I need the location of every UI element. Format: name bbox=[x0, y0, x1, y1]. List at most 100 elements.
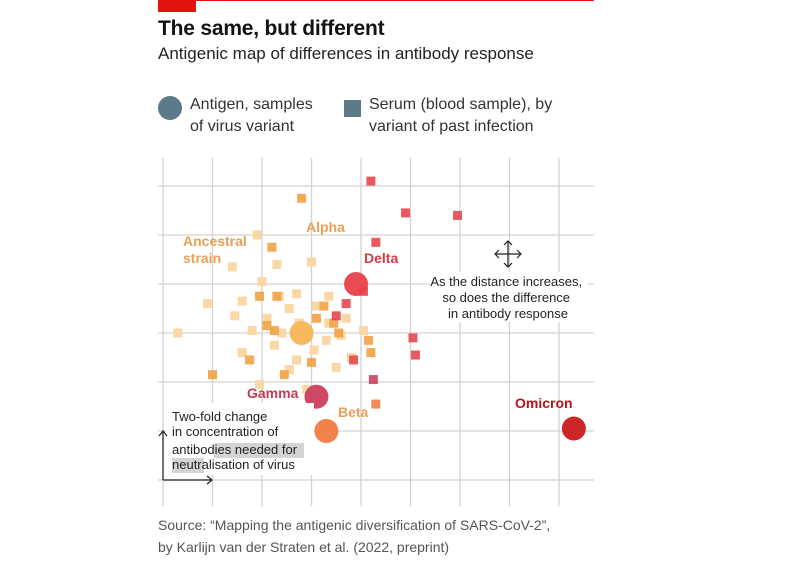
serum-markers bbox=[173, 176, 463, 475]
serum-square bbox=[366, 348, 376, 358]
gamma-label: Gamma bbox=[247, 385, 299, 401]
antigen-circle bbox=[304, 384, 329, 409]
annotation-labels: Ancestral strain Alpha Delta Gamma Beta … bbox=[183, 219, 573, 420]
scale-text-line2: in concentration of bbox=[172, 424, 279, 439]
serum-square bbox=[319, 301, 329, 311]
serum-square bbox=[255, 379, 265, 389]
serum-square bbox=[324, 291, 334, 301]
ancestral-label-line2: strain bbox=[183, 250, 221, 266]
serum-square bbox=[321, 335, 331, 345]
serum-square bbox=[341, 299, 351, 309]
serum-square bbox=[257, 277, 267, 287]
serum-square bbox=[302, 384, 312, 394]
legend-serum-square bbox=[344, 100, 361, 117]
serum-square bbox=[349, 355, 359, 365]
serum-square bbox=[247, 326, 257, 336]
serum-square bbox=[272, 259, 282, 269]
serum-square bbox=[292, 355, 302, 365]
serum-square bbox=[237, 296, 247, 306]
alpha-label: Alpha bbox=[306, 219, 345, 235]
serum-square bbox=[272, 291, 282, 301]
serum-square bbox=[245, 355, 255, 365]
distance-note-line2: so does the difference bbox=[442, 290, 570, 305]
serum-square bbox=[297, 193, 307, 203]
serum-square bbox=[227, 262, 237, 272]
serum-square bbox=[173, 328, 183, 338]
serum-square bbox=[453, 210, 463, 220]
antigen-markers bbox=[289, 272, 586, 443]
serum-square bbox=[292, 289, 302, 299]
scale-key: Two-fold change in concentration of anti… bbox=[158, 403, 314, 485]
beta-label: Beta bbox=[338, 404, 369, 420]
scale-text-line4-a: neutr bbox=[172, 457, 202, 472]
serum-square bbox=[277, 328, 287, 338]
brand-red-rule bbox=[196, 0, 594, 1]
serum-square bbox=[401, 208, 411, 218]
serum-square bbox=[307, 357, 316, 367]
chart-subtitle: Antigenic map of differences in antibody… bbox=[158, 44, 534, 63]
serum-square bbox=[307, 257, 316, 267]
antigen-circle bbox=[289, 321, 314, 345]
distance-note-line1: As the distance increases, bbox=[430, 274, 582, 289]
serum-square bbox=[358, 326, 368, 336]
ancestral-label-line1: Ancestral bbox=[183, 233, 247, 249]
serum-square bbox=[371, 399, 381, 409]
antigen-circle bbox=[344, 272, 369, 296]
serum-square bbox=[237, 348, 247, 358]
distance-note-line3: in antibody response bbox=[448, 306, 568, 321]
move-arrows-icon bbox=[494, 240, 522, 268]
legend-serum-label: Serum (blood sample), by variant of past… bbox=[369, 96, 553, 135]
serum-square bbox=[203, 299, 213, 309]
scale-up-arrowhead bbox=[158, 430, 168, 437]
antigen-circle bbox=[314, 419, 339, 443]
scale-text-line3-a: antibo bbox=[172, 442, 207, 457]
serum-square bbox=[311, 313, 321, 323]
ancestral-label: Ancestral strain bbox=[183, 233, 251, 266]
scale-text-line3-b: dies needed for bbox=[207, 442, 297, 457]
serum-square bbox=[334, 328, 344, 338]
serum-square bbox=[366, 176, 376, 186]
serum-square bbox=[208, 370, 217, 380]
serum-square bbox=[324, 318, 334, 328]
serum-square bbox=[262, 313, 272, 323]
serum-square bbox=[410, 350, 420, 360]
serum-square bbox=[309, 345, 319, 355]
serum-square bbox=[230, 311, 240, 321]
scale-highlight-2 bbox=[172, 458, 204, 473]
legend-antigen: Antigen, samples of virus variant bbox=[158, 94, 313, 138]
serum-square bbox=[284, 304, 294, 313]
brand-red-bar bbox=[158, 0, 196, 12]
scale-highlight-1 bbox=[214, 443, 304, 458]
scale-text-line3: antibodies needed for bbox=[172, 442, 298, 457]
antigen-circle bbox=[561, 416, 586, 441]
chart-title: The same, but different bbox=[158, 17, 385, 40]
serum-square bbox=[371, 237, 381, 247]
serum-square bbox=[331, 362, 341, 372]
serum-square bbox=[279, 370, 289, 380]
serum-square bbox=[363, 335, 373, 345]
serum-square bbox=[269, 340, 279, 350]
scale-right-arrowhead bbox=[206, 475, 213, 485]
serum-square bbox=[341, 313, 351, 323]
serum-square bbox=[284, 365, 294, 375]
scale-text-line4-b: alisation of virus bbox=[202, 457, 296, 472]
serum-square bbox=[331, 311, 341, 321]
delta-label: Delta bbox=[364, 250, 398, 266]
serum-square bbox=[262, 321, 272, 331]
serum-square bbox=[269, 326, 279, 336]
omicron-label: Omicron bbox=[515, 395, 573, 411]
source-note: Source: “Mapping the antigenic diversifi… bbox=[158, 517, 551, 555]
serum-square bbox=[368, 375, 378, 385]
scale-text-line1: Two-fold change bbox=[172, 409, 267, 424]
serum-square bbox=[255, 291, 265, 301]
legend-antigen-label: Antigen, samples of virus variant bbox=[190, 96, 313, 135]
serum-square bbox=[408, 333, 418, 343]
distance-note-backing bbox=[430, 272, 588, 322]
scale-text-line4: neutralisation of virus bbox=[172, 457, 295, 472]
legend-antigen-circle bbox=[158, 96, 182, 120]
serum-square bbox=[252, 230, 262, 240]
serum-square bbox=[329, 318, 339, 328]
legend-serum: Serum (blood sample), by variant of past… bbox=[344, 94, 552, 138]
serum-square bbox=[311, 301, 321, 311]
